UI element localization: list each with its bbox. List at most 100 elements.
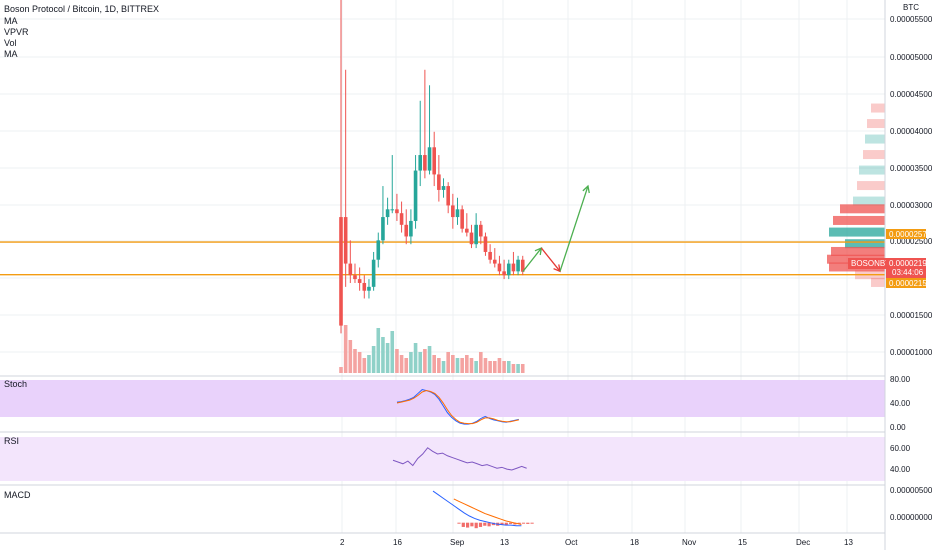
chart-title: Boson Protocol / Bitcoin, 1D, BITTREX bbox=[4, 4, 159, 14]
macd-histogram-bar bbox=[521, 522, 526, 524]
price-tick: 0.00005500 bbox=[890, 15, 932, 24]
volume-bar bbox=[409, 352, 413, 373]
candle-body bbox=[371, 259, 376, 287]
volume-profile-row bbox=[831, 246, 885, 256]
candle-body bbox=[427, 147, 432, 171]
candle-body bbox=[418, 155, 423, 171]
candle-body bbox=[502, 271, 506, 276]
volume-bar bbox=[399, 355, 404, 373]
time-label: 16 bbox=[393, 538, 402, 547]
candle-body bbox=[432, 147, 436, 175]
price-axis[interactable]: 0.00005500 0.00005000 0.00004500 0.00004… bbox=[890, 15, 932, 357]
pane-title-stoch[interactable]: Stoch bbox=[4, 379, 27, 389]
time-label: 13 bbox=[844, 538, 853, 547]
candle-body bbox=[339, 217, 343, 326]
volume-bar bbox=[441, 361, 446, 373]
macd-histogram-bar bbox=[530, 522, 534, 524]
rsi-tick: 40.00 bbox=[890, 465, 911, 474]
candle-body bbox=[497, 263, 502, 272]
forecast-arrow bbox=[559, 185, 589, 272]
candle-body bbox=[362, 282, 367, 291]
time-axis[interactable]: 2 16 Sep 13 Oct 18 Nov 15 Dec 13 bbox=[340, 538, 853, 547]
candle-body bbox=[465, 228, 469, 233]
volume-bar bbox=[474, 361, 478, 373]
symbol-tag-bg bbox=[848, 258, 886, 269]
volume-bar bbox=[502, 361, 506, 373]
indicator-lines bbox=[392, 389, 534, 529]
time-label: 15 bbox=[738, 538, 747, 547]
volume-bar bbox=[432, 355, 436, 373]
indicator-ma-2[interactable]: MA bbox=[4, 49, 18, 59]
candle-body bbox=[451, 205, 455, 218]
macd-histogram-bar bbox=[509, 522, 513, 524]
volume-bar bbox=[497, 358, 502, 373]
time-label: Nov bbox=[682, 538, 696, 547]
volume-profile-row bbox=[833, 215, 885, 225]
price-tick: 0.00001500 bbox=[890, 311, 932, 320]
currency-label: BTC bbox=[903, 3, 919, 12]
volume-bar bbox=[483, 358, 488, 373]
volume-bar bbox=[339, 367, 343, 373]
macd-histogram-bar bbox=[526, 522, 530, 524]
indicator-vol[interactable]: Vol bbox=[4, 38, 17, 48]
pane-title-macd[interactable]: MACD bbox=[4, 490, 31, 500]
macd-histogram-bar bbox=[461, 522, 465, 527]
candle-body bbox=[395, 209, 399, 214]
pane-title-rsi[interactable]: RSI bbox=[4, 436, 19, 446]
candle-body bbox=[516, 259, 520, 272]
rsi-band bbox=[0, 437, 885, 481]
stoch-tick: 0.00 bbox=[890, 423, 906, 432]
resistance-tag-bg bbox=[886, 229, 926, 239]
volume-bar bbox=[385, 343, 390, 373]
price-tick: 0.00005000 bbox=[890, 53, 932, 62]
volume-bar bbox=[455, 358, 460, 373]
macd-histogram-bar bbox=[483, 522, 487, 526]
volume-bar bbox=[479, 352, 483, 373]
volume-bar bbox=[520, 364, 525, 373]
candle-body bbox=[381, 217, 385, 241]
indicator-ma-1[interactable]: MA bbox=[4, 16, 18, 26]
volume-profile-row bbox=[853, 196, 885, 206]
macd-histogram-bar bbox=[457, 522, 461, 524]
candle-body bbox=[455, 209, 460, 218]
stoch-line bbox=[396, 390, 519, 425]
stoch-band bbox=[0, 380, 885, 417]
volume-bars bbox=[339, 325, 525, 373]
volume-bar bbox=[460, 358, 464, 373]
rsi-tick: 60.00 bbox=[890, 444, 911, 453]
price-tick: 0.00003000 bbox=[890, 201, 932, 210]
price-tick: 0.00004500 bbox=[890, 90, 932, 99]
candle-body bbox=[385, 209, 390, 218]
macd-histogram-bar bbox=[474, 522, 478, 529]
macd-histogram-bar bbox=[466, 522, 470, 528]
candle-body bbox=[474, 224, 478, 245]
volume-bar bbox=[343, 325, 348, 373]
time-label: Dec bbox=[796, 538, 810, 547]
price-levels bbox=[0, 241, 885, 276]
volume-profile-row bbox=[857, 181, 885, 191]
stoch-tick: 40.00 bbox=[890, 399, 911, 408]
candle-body bbox=[479, 224, 483, 237]
time-label: 18 bbox=[630, 538, 639, 547]
candle-body bbox=[511, 263, 516, 272]
price-tick: 0.00003500 bbox=[890, 164, 932, 173]
price-tick: 0.00001000 bbox=[890, 348, 932, 357]
indicator-vpvr[interactable]: VPVR bbox=[4, 27, 29, 37]
support-tag: 0.00002157 bbox=[889, 279, 932, 288]
rsi-line bbox=[392, 447, 527, 471]
volume-bar bbox=[413, 343, 418, 373]
candle-body bbox=[409, 220, 413, 237]
volume-bar bbox=[418, 352, 423, 373]
forecast-arrow-head bbox=[582, 184, 590, 194]
candle-body bbox=[367, 286, 371, 291]
forecast-arrows bbox=[522, 184, 590, 273]
macd-tick: 0.00000500 bbox=[890, 486, 932, 495]
macd-histogram-bar bbox=[517, 522, 521, 524]
forecast-arrow bbox=[522, 247, 542, 273]
candle-body bbox=[404, 224, 409, 237]
macd-histogram-bar bbox=[500, 522, 504, 525]
volume-profile-row bbox=[863, 150, 885, 160]
volume-bar bbox=[469, 358, 474, 373]
